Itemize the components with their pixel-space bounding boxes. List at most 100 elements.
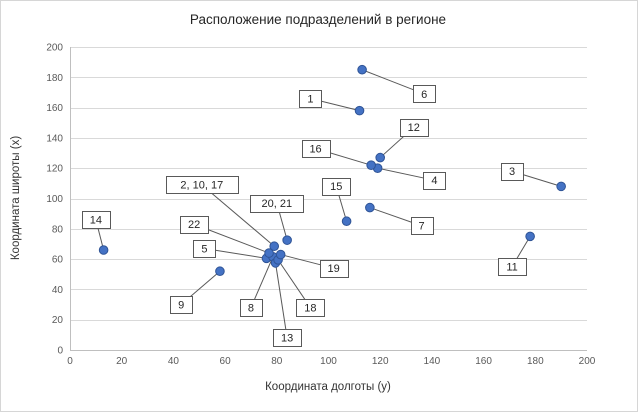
callout-box	[400, 119, 429, 137]
callout-box	[273, 329, 302, 347]
callout-text: 6	[421, 89, 427, 101]
callout-text: 14	[90, 215, 102, 227]
callout-text: 9	[178, 299, 184, 311]
callout-text: 4	[431, 175, 437, 187]
y-tick-label: 160	[46, 103, 63, 114]
callout-box	[501, 163, 524, 181]
chart-title: Расположение подразделений в регионе	[190, 12, 446, 27]
callout-text: 15	[330, 181, 342, 193]
data-point	[98, 245, 109, 255]
x-tick-label: 160	[475, 356, 492, 367]
x-tick-label: 200	[579, 356, 596, 367]
leader-line	[275, 262, 288, 338]
callout: 16	[302, 140, 331, 158]
callout: 9	[170, 296, 193, 314]
callout-box	[299, 90, 322, 108]
callout-text: 1	[307, 93, 313, 105]
callout-box	[320, 260, 349, 278]
callout-text: 12	[408, 122, 420, 134]
callout-box	[82, 211, 111, 229]
y-tick-label: 120	[46, 164, 63, 175]
callout: 7	[411, 217, 434, 235]
callout: 22	[180, 216, 209, 234]
callout-text: 16	[309, 143, 321, 155]
callout: 3	[501, 163, 524, 181]
callout-text: 8	[248, 302, 254, 314]
x-tick-label: 20	[116, 356, 128, 367]
callout-box	[180, 216, 209, 234]
callout-box	[413, 85, 436, 103]
x-tick-label: 0	[67, 356, 73, 367]
y-axis-title: Координата широты (x)	[10, 136, 22, 260]
data-point	[275, 249, 286, 260]
x-tick-label: 40	[168, 356, 180, 367]
callout-box	[423, 172, 446, 190]
callout-text: 22	[188, 219, 200, 231]
data-point	[366, 160, 376, 170]
callout-box	[302, 140, 331, 158]
data-point	[375, 152, 386, 163]
callout: 15	[322, 178, 351, 196]
data-point	[525, 231, 535, 242]
callout-box	[240, 299, 263, 317]
data-point	[341, 216, 352, 227]
callout-text: 13	[281, 333, 293, 345]
callout-box	[411, 217, 434, 235]
callout: 12	[400, 119, 429, 137]
data-point	[215, 266, 225, 277]
callout: 2, 10, 17	[166, 176, 239, 194]
callout-text: 11	[506, 261, 517, 273]
callout: 4	[423, 172, 446, 190]
callout: 18	[296, 299, 325, 317]
data-point	[357, 64, 367, 75]
callout-text: 3	[509, 166, 515, 178]
y-tick-label: 40	[52, 285, 64, 296]
callout: 19	[320, 260, 349, 278]
data-point	[354, 105, 365, 116]
callout: 14	[82, 211, 111, 229]
leader-lines	[95, 69, 562, 338]
data-point	[365, 202, 375, 213]
x-axis-title: Координата долготы (y)	[265, 381, 391, 393]
x-tick-label: 140	[424, 356, 441, 367]
data-point	[264, 248, 274, 258]
y-tick-label: 180	[46, 73, 63, 84]
callout-text: 19	[328, 263, 340, 275]
data-point	[269, 241, 280, 252]
callout-box	[498, 258, 527, 276]
y-tick-label: 80	[52, 224, 64, 235]
y-tick-label: 100	[46, 194, 63, 205]
callout: 5	[193, 240, 216, 258]
callout-box	[296, 299, 325, 317]
data-points	[98, 64, 566, 277]
callout: 13	[273, 329, 302, 347]
data-point	[556, 181, 566, 192]
callout: 6	[413, 85, 436, 103]
callout: 20, 21	[250, 195, 304, 213]
axes	[70, 47, 587, 351]
tick-labels: 0 20 40 60 80 100 120 140 160 180 200 0 20 40 60 80 100 1…	[46, 43, 595, 368]
callout: 11	[498, 258, 527, 276]
callout-text: 7	[418, 221, 424, 233]
gridlines	[70, 47, 587, 321]
callout-text: 20, 21	[262, 198, 293, 210]
x-tick-label: 180	[527, 356, 544, 367]
callout: 1	[299, 90, 322, 108]
leader-line	[201, 184, 275, 247]
x-tick-label: 80	[271, 356, 283, 367]
y-tick-label: 60	[52, 255, 64, 266]
y-tick-label: 0	[57, 346, 63, 357]
callout-text: 2, 10, 17	[180, 180, 223, 192]
callout-text: 5	[201, 243, 207, 255]
x-tick-label: 60	[220, 356, 232, 367]
y-tick-label: 200	[46, 43, 63, 54]
callout-text: 18	[304, 302, 316, 314]
y-tick-label: 140	[46, 133, 63, 144]
y-tick-label: 20	[52, 315, 64, 326]
callout-box	[322, 178, 351, 196]
callout-box	[250, 195, 304, 213]
